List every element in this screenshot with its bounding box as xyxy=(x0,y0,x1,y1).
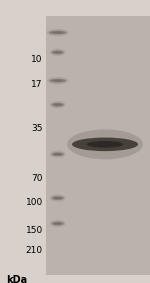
Ellipse shape xyxy=(54,153,61,155)
Ellipse shape xyxy=(52,153,64,156)
Ellipse shape xyxy=(54,52,61,53)
Ellipse shape xyxy=(52,50,64,54)
Text: kDa: kDa xyxy=(6,275,27,283)
Text: 100: 100 xyxy=(26,198,43,207)
Ellipse shape xyxy=(52,222,64,226)
Ellipse shape xyxy=(46,29,69,36)
Ellipse shape xyxy=(50,194,66,202)
Text: 35: 35 xyxy=(31,124,43,133)
Ellipse shape xyxy=(67,129,143,159)
Ellipse shape xyxy=(54,104,61,106)
Text: 17: 17 xyxy=(31,80,43,89)
Ellipse shape xyxy=(49,31,66,35)
Ellipse shape xyxy=(53,32,63,33)
Ellipse shape xyxy=(54,197,61,199)
Ellipse shape xyxy=(50,79,66,82)
Ellipse shape xyxy=(50,151,66,158)
Text: 70: 70 xyxy=(31,174,43,183)
Ellipse shape xyxy=(87,141,123,148)
Text: 10: 10 xyxy=(31,55,43,64)
Ellipse shape xyxy=(72,138,138,151)
Text: 210: 210 xyxy=(26,246,43,255)
Ellipse shape xyxy=(50,49,66,56)
FancyBboxPatch shape xyxy=(46,16,150,275)
Ellipse shape xyxy=(52,103,64,106)
Ellipse shape xyxy=(50,101,66,108)
Ellipse shape xyxy=(50,220,66,227)
Ellipse shape xyxy=(47,77,68,84)
Text: 150: 150 xyxy=(26,226,43,235)
Ellipse shape xyxy=(52,196,64,200)
Ellipse shape xyxy=(54,223,61,224)
Ellipse shape xyxy=(53,80,63,82)
